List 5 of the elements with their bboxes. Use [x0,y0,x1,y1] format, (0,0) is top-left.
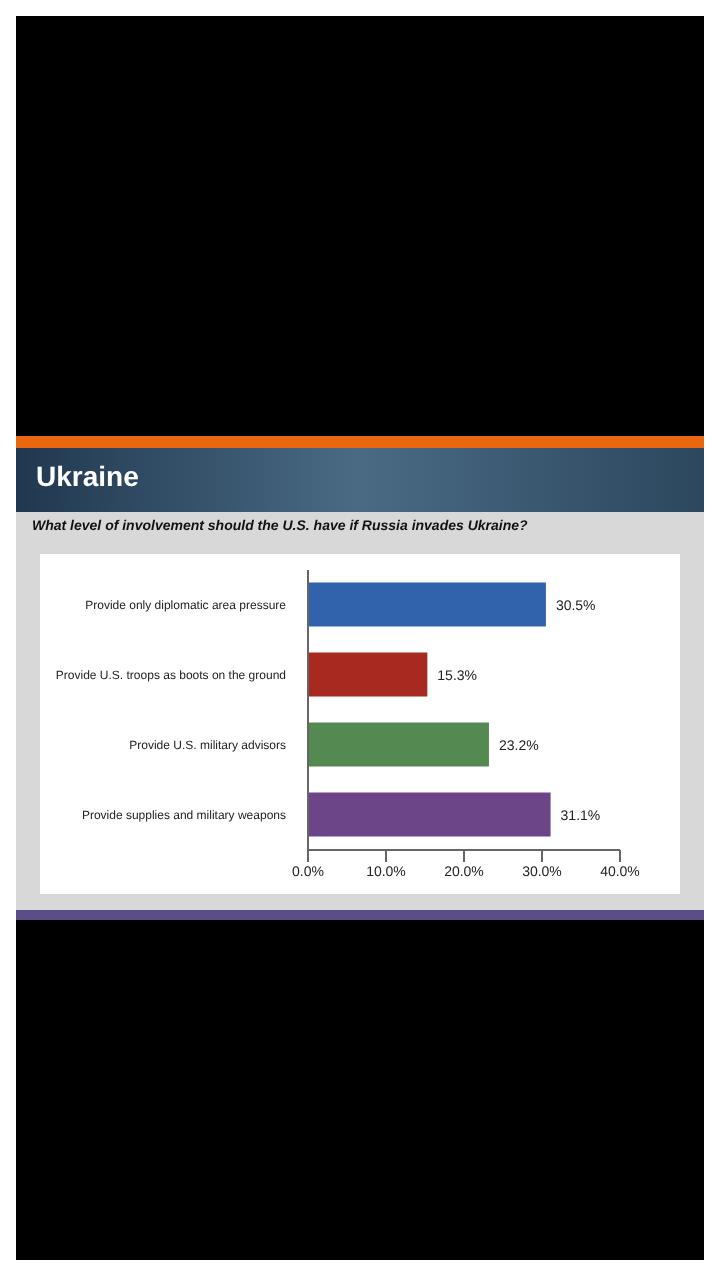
bar [308,582,546,627]
chart-title: Ukraine [36,460,139,492]
bar [308,722,489,767]
bar [308,652,428,697]
bar [308,792,551,837]
